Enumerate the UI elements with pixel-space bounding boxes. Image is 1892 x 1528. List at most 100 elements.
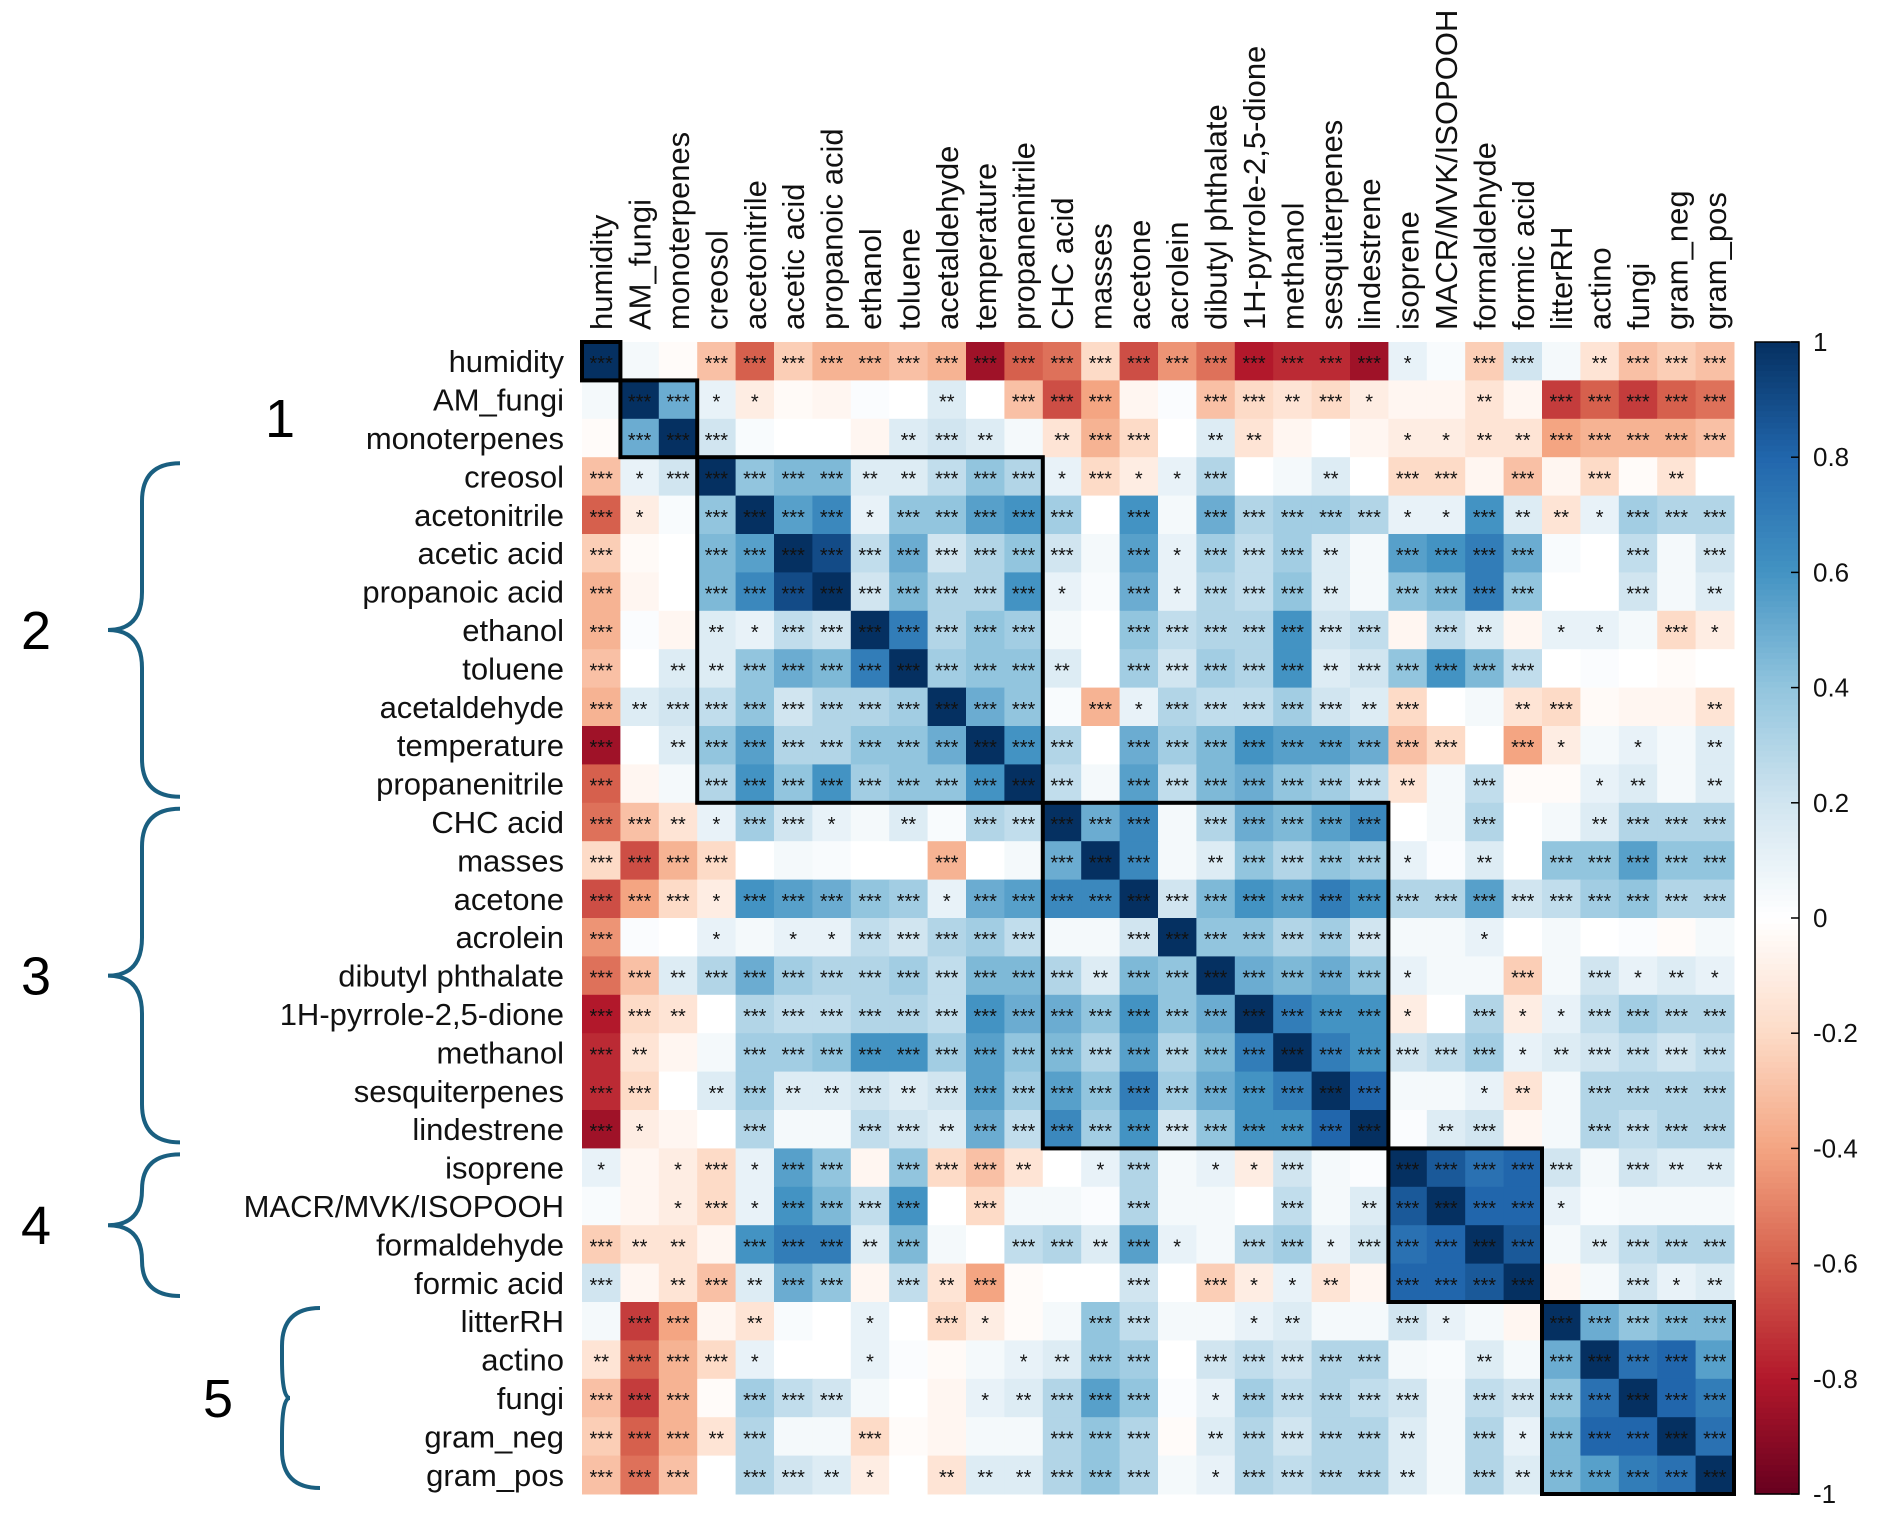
significance-mark: *** bbox=[1319, 507, 1343, 529]
heatmap-cell bbox=[1503, 457, 1543, 497]
significance-mark: ** bbox=[901, 468, 917, 490]
heatmap-cell bbox=[1119, 1033, 1159, 1073]
heatmap-cell bbox=[1580, 1225, 1620, 1265]
colorbar-segment bbox=[1755, 1079, 1799, 1086]
heatmap-cell bbox=[1042, 610, 1082, 650]
colorbar-segment bbox=[1755, 578, 1799, 585]
significance-mark: *** bbox=[1473, 584, 1497, 606]
significance-mark: *** bbox=[1511, 584, 1535, 606]
significance-mark: *** bbox=[1281, 891, 1305, 913]
significance-mark: ** bbox=[1707, 1275, 1723, 1297]
significance-mark: ** bbox=[1054, 660, 1070, 682]
significance-mark: ** bbox=[1707, 699, 1723, 721]
heatmap-cell bbox=[1580, 1417, 1620, 1457]
heatmap-cell bbox=[927, 1071, 967, 1111]
significance-mark: *** bbox=[590, 1275, 614, 1297]
heatmap-cell bbox=[1388, 649, 1428, 689]
heatmap-cell bbox=[1042, 687, 1082, 727]
significance-mark: ** bbox=[1669, 468, 1685, 490]
significance-mark: ** bbox=[1400, 776, 1416, 798]
significance-mark: *** bbox=[1242, 891, 1266, 913]
significance-mark: *** bbox=[1434, 660, 1458, 682]
heatmap-cell bbox=[735, 1110, 775, 1149]
heatmap-cell bbox=[1311, 380, 1351, 420]
significance-mark: ** bbox=[1515, 699, 1531, 721]
heatmap-cell bbox=[1618, 841, 1658, 881]
colorbar-segment bbox=[1755, 347, 1799, 355]
significance-mark: *** bbox=[1166, 1006, 1190, 1028]
heatmap-cell bbox=[966, 687, 1005, 727]
column-label: formaldehyde bbox=[1467, 142, 1502, 330]
significance-mark: *** bbox=[897, 660, 921, 682]
significance-mark: *** bbox=[1012, 584, 1036, 606]
significance-mark: *** bbox=[590, 1428, 614, 1450]
significance-mark: ** bbox=[939, 392, 955, 414]
row-label: propanenitrile bbox=[376, 767, 564, 802]
colorbar-segment bbox=[1755, 727, 1799, 735]
heatmap-cell bbox=[1350, 726, 1389, 765]
heatmap-cell bbox=[850, 1263, 890, 1303]
significance-mark: *** bbox=[1358, 968, 1382, 990]
significance-mark: *** bbox=[1166, 1121, 1190, 1143]
colorbar-segment bbox=[1755, 774, 1799, 781]
significance-mark: * bbox=[751, 392, 759, 414]
significance-mark: *** bbox=[897, 699, 921, 721]
significance-mark: *** bbox=[1281, 699, 1305, 721]
significance-mark: *** bbox=[743, 1044, 767, 1066]
heatmap-cell bbox=[1542, 918, 1581, 957]
heatmap-cell bbox=[1234, 342, 1274, 381]
significance-mark: ** bbox=[862, 468, 878, 490]
significance-mark: * bbox=[1557, 622, 1565, 644]
heatmap-cell bbox=[1042, 994, 1082, 1034]
heatmap-cell bbox=[1503, 994, 1543, 1034]
significance-mark: *** bbox=[1166, 660, 1190, 682]
heatmap-cell bbox=[1426, 649, 1466, 689]
heatmap-cell bbox=[582, 918, 621, 957]
heatmap-cell bbox=[1081, 1340, 1121, 1380]
heatmap-cell bbox=[1618, 457, 1658, 497]
colorbar-tick-label: 0.2 bbox=[1813, 788, 1849, 818]
heatmap-cell bbox=[1273, 687, 1313, 727]
heatmap-cell bbox=[1004, 610, 1044, 650]
heatmap-cell bbox=[735, 764, 775, 804]
colorbar-segment bbox=[1755, 1378, 1799, 1386]
heatmap-cell bbox=[889, 1071, 929, 1111]
heatmap-cell bbox=[774, 572, 813, 612]
heatmap-cell bbox=[697, 687, 737, 727]
significance-mark: ** bbox=[1707, 737, 1723, 759]
heatmap-cell bbox=[1695, 687, 1735, 727]
significance-mark: * bbox=[636, 468, 644, 490]
significance-mark: *** bbox=[590, 1121, 614, 1143]
heatmap-cell bbox=[1158, 457, 1197, 497]
significance-mark: *** bbox=[1242, 1352, 1266, 1374]
heatmap-cell bbox=[1119, 1340, 1159, 1380]
colorbar-segment bbox=[1755, 1062, 1799, 1069]
heatmap-cell bbox=[1042, 495, 1082, 535]
significance-mark: *** bbox=[1050, 507, 1074, 529]
significance-mark: ** bbox=[1477, 392, 1493, 414]
heatmap-cell bbox=[1004, 1378, 1044, 1418]
cluster-number: 2 bbox=[21, 601, 51, 661]
significance-mark: *** bbox=[590, 776, 614, 798]
significance-mark: * bbox=[1481, 929, 1489, 951]
significance-mark: * bbox=[1173, 468, 1181, 490]
heatmap-cell bbox=[812, 1071, 852, 1111]
colorbar-segment bbox=[1755, 1125, 1799, 1132]
heatmap-cell bbox=[1542, 802, 1581, 842]
significance-mark: *** bbox=[1242, 1044, 1266, 1066]
colorbar-segment bbox=[1755, 382, 1799, 389]
colorbar-segment bbox=[1755, 1027, 1799, 1034]
heatmap-cell bbox=[735, 1302, 775, 1341]
significance-mark: *** bbox=[1550, 699, 1574, 721]
significance-mark: *** bbox=[1665, 622, 1689, 644]
significance-mark: *** bbox=[1588, 1467, 1612, 1489]
heatmap-cell bbox=[812, 495, 852, 535]
significance-mark: *** bbox=[1166, 968, 1190, 990]
heatmap-cell bbox=[1042, 1148, 1082, 1188]
colorbar-segment bbox=[1755, 1108, 1799, 1115]
heatmap-cell bbox=[1542, 1033, 1581, 1073]
heatmap-cell bbox=[658, 1110, 698, 1149]
significance-mark: *** bbox=[1281, 660, 1305, 682]
colorbar-segment bbox=[1755, 388, 1799, 395]
column-label: temperature bbox=[968, 163, 1003, 330]
